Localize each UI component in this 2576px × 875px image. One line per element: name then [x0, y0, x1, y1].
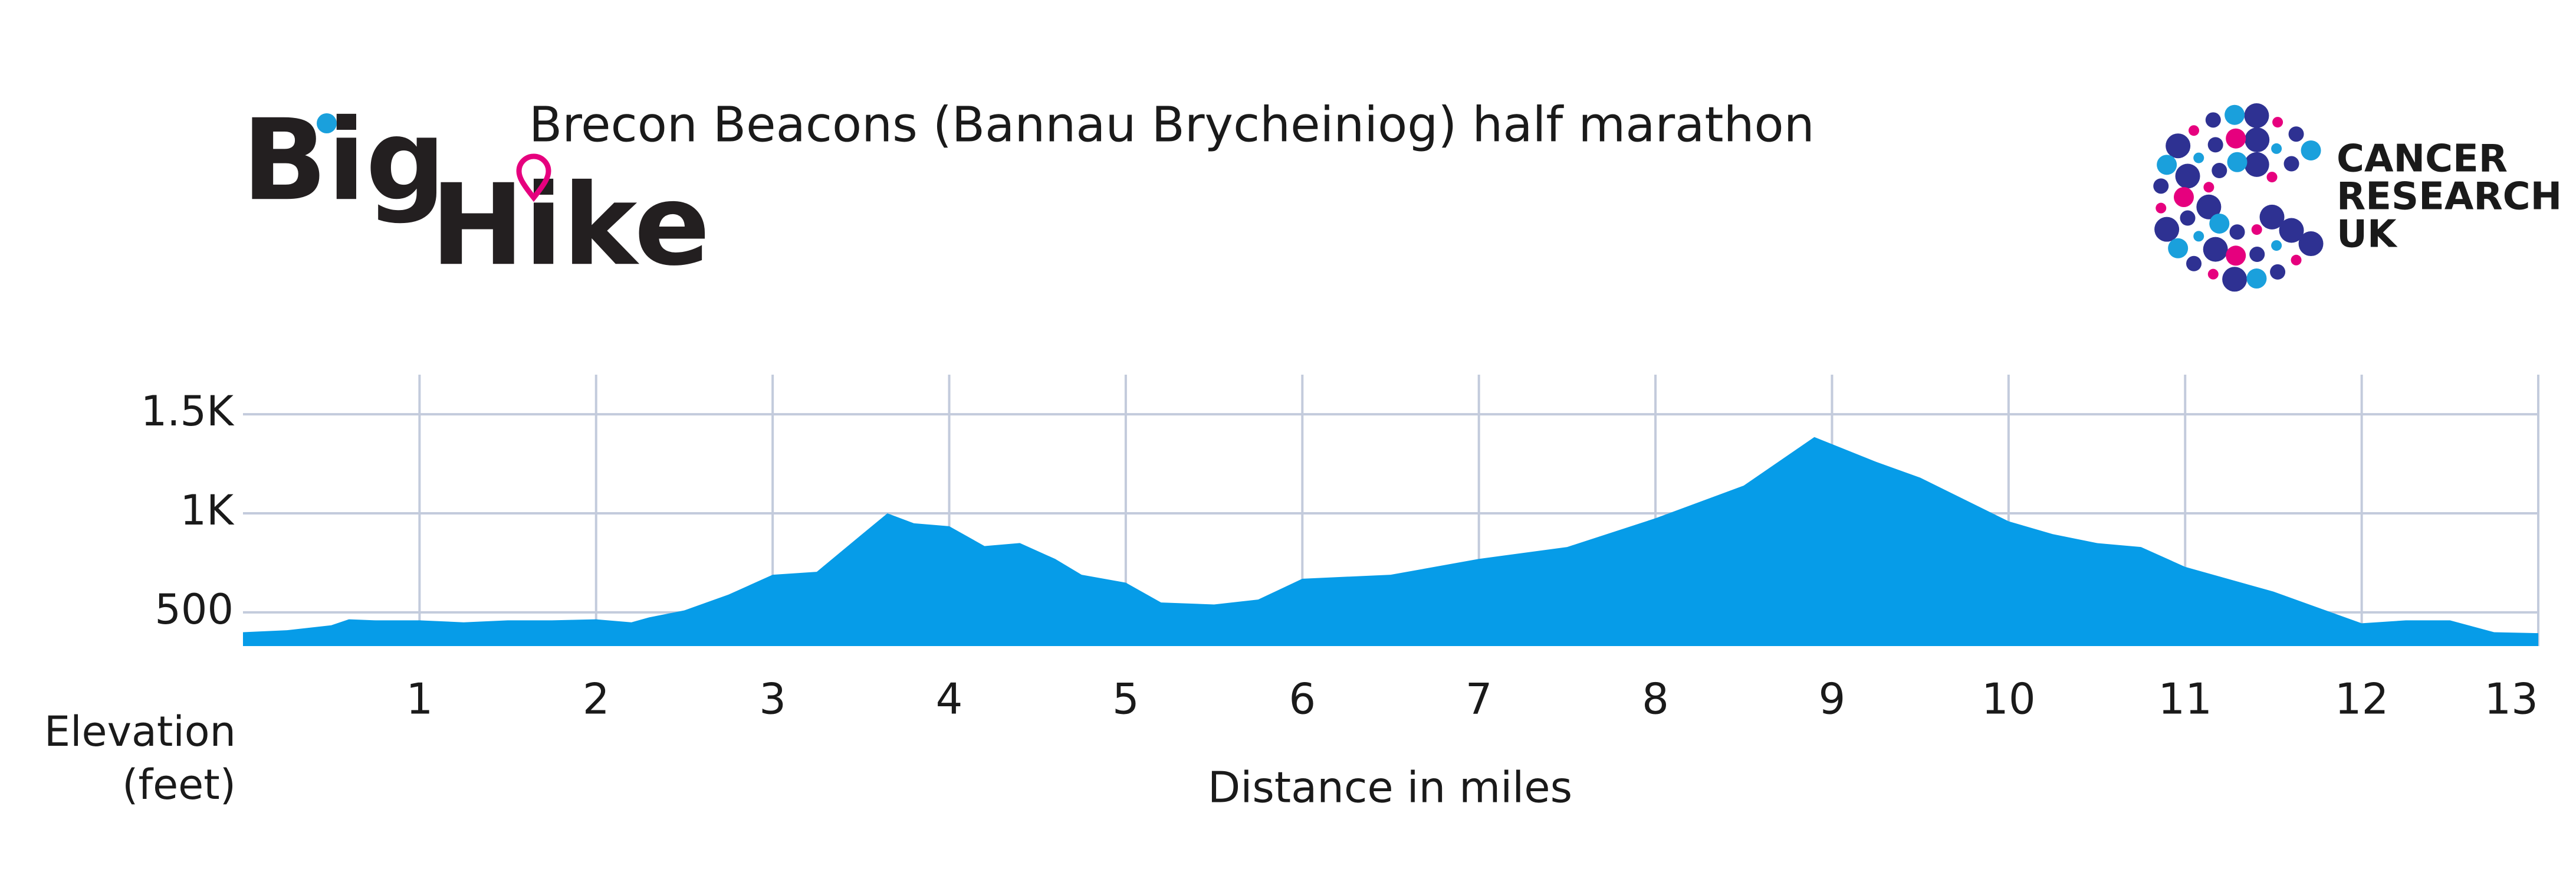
- x-tick-label: 6: [1289, 674, 1316, 724]
- logo-dot: [2271, 240, 2282, 251]
- logo-dot: [2301, 140, 2321, 160]
- logo-dot: [2207, 268, 2219, 280]
- x-tick-label: 1: [406, 674, 433, 724]
- chart-title: Brecon Beacons (Bannau Brycheiniog) half…: [529, 97, 1815, 153]
- x-tick-label: 11: [2158, 674, 2212, 724]
- logo-dot: [2153, 178, 2169, 194]
- x-tick-label: 8: [1642, 674, 1669, 724]
- logo-dot: [2291, 254, 2302, 266]
- logo-dot: [2175, 163, 2200, 189]
- logo-dot: [2272, 117, 2283, 128]
- logo-big: Big: [242, 95, 446, 225]
- x-tick-label: 4: [936, 674, 963, 724]
- logo-dot: [2251, 224, 2262, 235]
- x-tick-label: 5: [1112, 674, 1139, 724]
- logo-dot: [2189, 125, 2200, 136]
- partner-text: UK: [2337, 213, 2398, 257]
- logo-dot: [2209, 213, 2230, 234]
- logo-pin: [516, 153, 551, 202]
- y-tick-label: 1K: [180, 486, 235, 535]
- logo-dot: [2212, 163, 2227, 179]
- logo-dot: [2168, 238, 2189, 258]
- logo-dot: [2203, 182, 2214, 193]
- x-tick-label: 13: [2484, 674, 2538, 724]
- logo-dot: [2279, 218, 2304, 243]
- partner-text: RESEARCH: [2337, 175, 2562, 219]
- y-tick-label: 500: [155, 585, 234, 634]
- logo-dot: [2259, 204, 2285, 230]
- logo-dot: [2154, 217, 2180, 242]
- x-tick-label: 7: [1466, 674, 1493, 724]
- logo-hike: Hike: [431, 160, 710, 290]
- logo-dot: [2245, 127, 2270, 152]
- logo-dot: [2283, 156, 2299, 172]
- x-tick-label: 9: [1819, 674, 1846, 724]
- logo-dot: [2225, 104, 2245, 125]
- x-tick-label: 10: [1982, 674, 2036, 724]
- y-axis-label: Elevation (feet): [44, 707, 236, 809]
- logo-dot: [2244, 152, 2269, 177]
- x-tick-label: 2: [583, 674, 610, 724]
- logo-dot: [2207, 137, 2223, 153]
- logo-dot: [2226, 245, 2246, 266]
- logo-dot: [2156, 202, 2167, 214]
- logo-dot: [2229, 224, 2245, 240]
- logo-dot: [2227, 152, 2248, 172]
- logo-dot: [2249, 247, 2265, 263]
- x-axis-label: Distance in miles: [1208, 763, 1572, 812]
- logo-dot: [2226, 128, 2246, 149]
- logo-dot: [2174, 187, 2194, 207]
- logo-dot: [2270, 264, 2286, 280]
- logo-dot: [2180, 210, 2196, 226]
- logo-dot: [2166, 133, 2191, 159]
- logo-dot: [2196, 194, 2222, 219]
- logo-dot: [2288, 126, 2304, 142]
- x-tick-label: 3: [759, 674, 786, 724]
- logo-dot: [2157, 155, 2177, 175]
- logo-dot: [2244, 103, 2269, 128]
- logo-dot: [2246, 268, 2267, 289]
- logo-dot: [2266, 172, 2278, 183]
- logo-dot: [2193, 152, 2204, 163]
- elevation-area: [243, 437, 2538, 646]
- logo-dot: [2298, 231, 2324, 257]
- logo-dot: [317, 113, 337, 133]
- partner-text: CANCER: [2337, 137, 2508, 181]
- y-tick-label: 1.5K: [141, 387, 235, 435]
- logo-dot: [2186, 255, 2202, 271]
- partner-logo: [2153, 103, 2324, 292]
- logo-dot: [2193, 231, 2204, 242]
- logo-dot: [2271, 143, 2282, 154]
- x-tick-label: 12: [2335, 674, 2389, 724]
- logo-dot: [2203, 237, 2228, 262]
- logo-dot: [2222, 267, 2248, 292]
- logo-dot: [2205, 112, 2221, 128]
